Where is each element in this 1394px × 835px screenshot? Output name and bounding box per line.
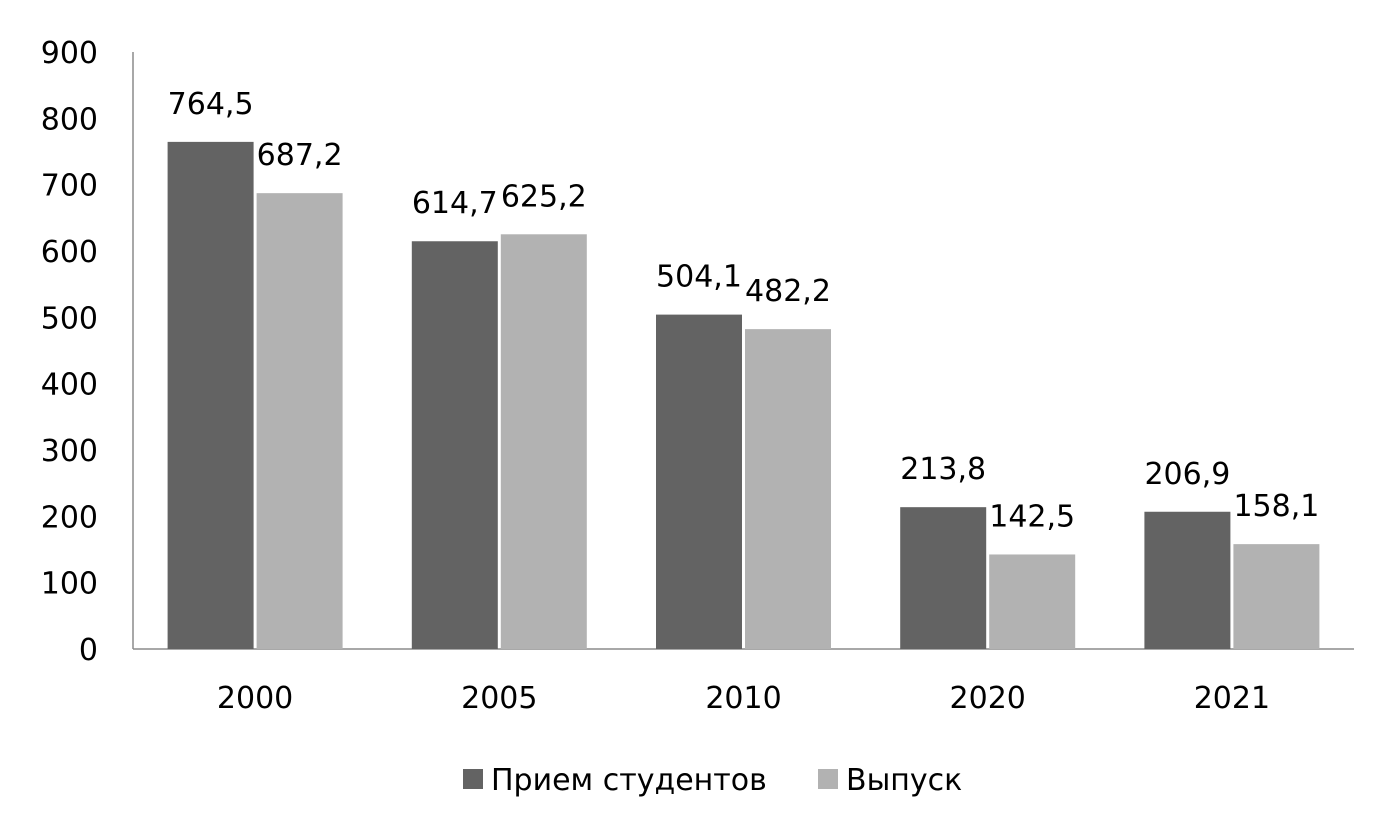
data-label: 213,8 — [900, 452, 986, 487]
bar-priem — [167, 141, 254, 650]
data-label: 504,1 — [656, 260, 742, 295]
bar-vypusk — [745, 329, 831, 649]
data-label: 206,9 — [1144, 457, 1230, 492]
data-label: 142,5 — [989, 499, 1075, 534]
y-tick-label: 700 — [41, 169, 98, 204]
y-tick-label: 800 — [41, 102, 98, 137]
bars — [167, 141, 1320, 650]
legend: Прием студентов Выпуск — [463, 763, 962, 798]
legend-swatch — [818, 769, 838, 789]
data-label: 482,2 — [745, 274, 831, 309]
bar-vypusk — [500, 234, 587, 649]
x-tick-label: 2000 — [217, 681, 293, 716]
x-tick-label: 2010 — [705, 681, 781, 716]
y-tick-label: 0 — [79, 633, 98, 668]
y-tick-label: 600 — [41, 235, 98, 270]
bar-vypusk — [1233, 544, 1320, 649]
data-label: 158,1 — [1233, 489, 1319, 524]
y-tick-label: 500 — [41, 301, 98, 336]
bar-priem — [411, 241, 498, 649]
x-tick-label: 2021 — [1194, 681, 1270, 716]
data-label: 764,5 — [168, 87, 254, 122]
legend-swatch — [463, 769, 483, 789]
bar-priem — [900, 507, 987, 649]
y-tick-label: 100 — [41, 567, 98, 602]
x-tick-label: 2020 — [950, 681, 1026, 716]
bar-priem — [656, 314, 742, 649]
y-tick-label: 400 — [41, 368, 98, 403]
y-tick-label: 300 — [41, 434, 98, 469]
x-tick-label: 2005 — [461, 681, 537, 716]
y-tick-label: 900 — [41, 36, 98, 71]
y-axis: 0 100 200 300 400 500 600 700 800 900 — [41, 36, 134, 668]
data-label: 625,2 — [501, 179, 587, 214]
data-label: 687,2 — [257, 138, 343, 173]
bar-vypusk — [989, 554, 1076, 649]
bar-vypusk — [256, 193, 343, 649]
data-label: 614,7 — [412, 186, 498, 221]
y-tick-label: 200 — [41, 500, 98, 535]
legend-label: Выпуск — [846, 763, 962, 798]
bar-priem — [1144, 511, 1231, 649]
x-axis: 2000 2005 2010 2020 2021 — [133, 648, 1354, 716]
legend-label: Прием студентов — [491, 763, 767, 798]
